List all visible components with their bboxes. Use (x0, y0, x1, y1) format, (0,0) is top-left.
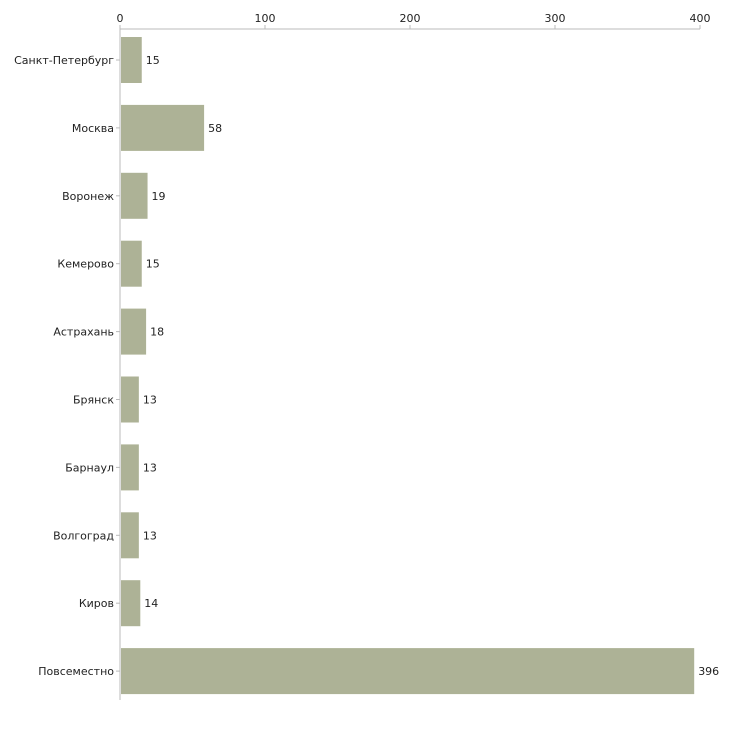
bar (121, 512, 139, 559)
x-tick-label: 400 (690, 12, 711, 25)
bar (121, 376, 139, 423)
x-tick-label: 100 (255, 12, 276, 25)
value-label: 15 (146, 258, 160, 271)
bar (121, 172, 148, 219)
bar (121, 240, 142, 287)
value-label: 13 (143, 461, 157, 474)
value-label: 13 (143, 529, 157, 542)
bar (121, 104, 205, 151)
value-label: 15 (146, 54, 160, 67)
category-label: Киров (79, 597, 114, 610)
value-label: 13 (143, 394, 157, 407)
category-label: Санкт-Петербург (14, 54, 114, 67)
x-tick-label: 200 (400, 12, 421, 25)
x-tick-label: 300 (545, 12, 566, 25)
category-label: Барнаул (65, 461, 114, 474)
y-axis: Санкт-Петербург Москва Воронеж Кемерово Астр… (14, 29, 121, 700)
category-label: Кемерово (57, 258, 114, 271)
bar (121, 308, 147, 355)
value-label: 14 (144, 597, 158, 610)
bars: 15 58 19 15 18 13 13 13 14 396 (121, 37, 719, 695)
bar (121, 580, 141, 627)
category-label: Брянск (73, 394, 114, 407)
category-label: Воронеж (62, 190, 114, 203)
bar (121, 444, 139, 491)
x-tick-label: 0 (117, 12, 124, 25)
value-label: 58 (208, 122, 222, 135)
bar (121, 37, 142, 83)
category-label: Москва (72, 122, 114, 135)
value-label: 19 (152, 190, 166, 203)
category-label: Волгоград (53, 529, 114, 542)
value-label: 396 (698, 665, 719, 678)
x-axis: 0 100 200 300 400 (117, 12, 711, 30)
bar (121, 648, 695, 695)
value-label: 18 (150, 326, 164, 339)
category-label: Астрахань (53, 326, 114, 339)
category-label: Повсеместно (38, 665, 114, 678)
